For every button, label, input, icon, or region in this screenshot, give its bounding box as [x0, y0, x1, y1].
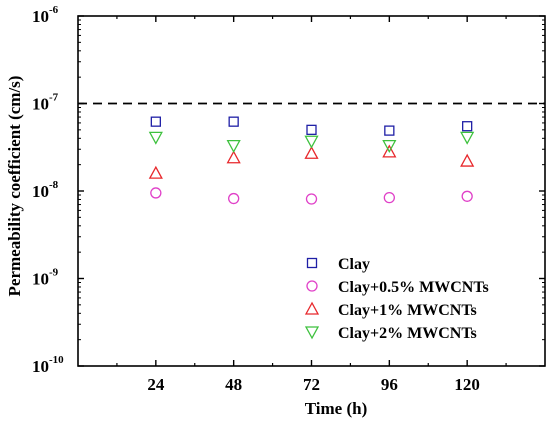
data-point: [461, 190, 473, 202]
data-point: [382, 144, 397, 158]
legend-label: Clay+0.5% MWCNTs: [338, 279, 489, 296]
legend-label: Clay: [338, 256, 370, 273]
y-axis-label: Permeability coefficient (cm/s): [5, 76, 24, 297]
y-tick-label: 10: [32, 7, 49, 26]
legend-marker: [304, 301, 320, 315]
y-tick-label: 10: [32, 95, 49, 114]
y-tick-exponent: -8: [49, 179, 59, 191]
legend-label: Clay+1% MWCNTs: [338, 302, 477, 319]
data-point: [304, 145, 319, 159]
x-tick-label: 48: [225, 375, 242, 394]
x-axis-label: Time (h): [305, 399, 368, 418]
data-point: [382, 139, 397, 153]
x-tick-label: 96: [381, 375, 398, 394]
data-point: [304, 135, 319, 149]
legend-marker: [304, 326, 320, 340]
data-point: [148, 165, 163, 179]
data-point: [305, 193, 318, 205]
data-point: [150, 116, 161, 127]
data-point: [384, 125, 395, 136]
y-tick-exponent: -6: [49, 4, 59, 16]
y-tick-label: 10: [32, 182, 49, 201]
x-tick-label: 120: [454, 375, 480, 394]
y-tick-label: 10: [32, 270, 49, 289]
y-tick-exponent: -9: [49, 267, 59, 279]
y-tick-exponent: -10: [49, 354, 64, 366]
data-point: [383, 191, 395, 204]
legend-label: Clay+2% MWCNTs: [338, 325, 477, 342]
data-point: [460, 131, 475, 145]
data-point: [306, 124, 317, 135]
data-point: [150, 187, 162, 199]
data-point: [228, 192, 240, 205]
x-tick-label: 24: [147, 375, 165, 394]
data-point: [148, 131, 163, 145]
data-point: [460, 153, 475, 167]
y-tick-exponent: -7: [49, 92, 59, 104]
legend-marker: [306, 257, 318, 269]
y-tick-label: 10: [32, 357, 49, 376]
x-tick-label: 72: [303, 375, 320, 394]
data-point: [462, 121, 473, 132]
data-point: [228, 116, 239, 127]
legend-marker: [306, 280, 318, 292]
data-point: [226, 139, 241, 153]
data-point: [226, 150, 241, 164]
